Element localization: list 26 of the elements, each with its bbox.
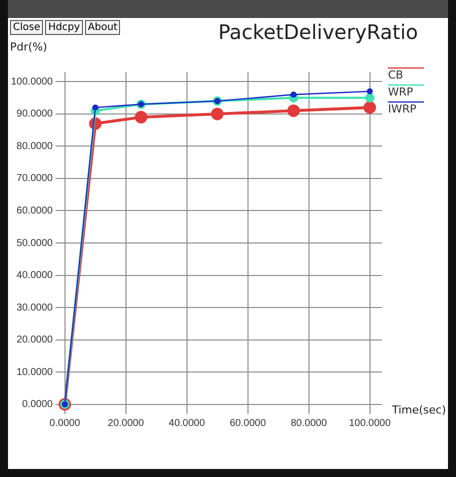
text: Hdcpy [45, 20, 83, 35]
y-tick-label: 0.0000 [22, 399, 54, 410]
legend-label: CB [388, 68, 404, 82]
x-tick-label: 100.0000 [348, 418, 392, 429]
y-tick-label: 10.0000 [16, 366, 54, 378]
legend-label: WRP [388, 85, 414, 98]
y-tick-label: 70.0000 [16, 173, 54, 184]
y-tick-label: 60.0000 [16, 205, 54, 216]
x-tick-label: 0.0000 [50, 418, 81, 429]
y-tick-label: 30.0000 [16, 302, 54, 314]
x-tick-label: 20.0000 [108, 418, 144, 429]
y-axis-title: Pdr(%) [10, 40, 48, 54]
text: About [84, 20, 120, 35]
y-tick-label: 90.0000 [16, 108, 54, 120]
y-tick-label: 20.0000 [16, 334, 54, 346]
x-tick-label: 60.0000 [230, 418, 266, 429]
x-axis-title: Time(sec) [390, 403, 446, 416]
x-tick-label: 80.0000 [290, 418, 328, 429]
chart-title: PacketDeliveryRatio [218, 20, 418, 44]
legend-label: IWRP [388, 102, 417, 116]
y-tick-label: 100.0000 [10, 76, 54, 88]
y-tick-label: 50.0000 [16, 238, 54, 249]
y-tick-label: 80.0000 [16, 140, 54, 152]
x-tick-label: 40.0000 [168, 418, 206, 429]
y-tick-label: 40.0000 [16, 270, 54, 282]
text: Close [10, 20, 44, 35]
